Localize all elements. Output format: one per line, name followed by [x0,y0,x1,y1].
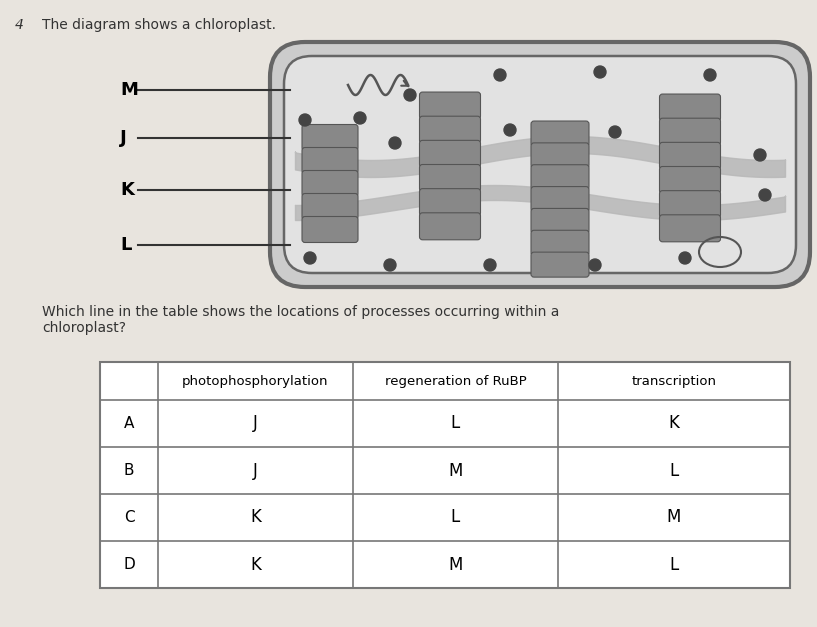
FancyBboxPatch shape [419,213,480,240]
FancyBboxPatch shape [531,252,589,277]
Circle shape [354,112,366,124]
Circle shape [484,259,496,271]
Circle shape [679,252,691,264]
FancyBboxPatch shape [659,142,721,169]
Text: M: M [449,461,462,480]
Text: B: B [123,463,134,478]
Circle shape [304,252,316,264]
FancyBboxPatch shape [419,92,480,119]
Circle shape [704,69,716,81]
FancyBboxPatch shape [302,194,358,219]
Circle shape [404,89,416,101]
Circle shape [504,124,516,136]
Circle shape [589,259,601,271]
Text: C: C [123,510,134,525]
FancyBboxPatch shape [419,164,480,191]
FancyBboxPatch shape [302,125,358,150]
Circle shape [754,149,766,161]
Text: K: K [120,181,134,199]
Circle shape [494,69,506,81]
Text: M: M [667,508,681,527]
Text: regeneration of RuBP: regeneration of RuBP [385,374,526,387]
Text: L: L [669,556,679,574]
Text: photophosphorylation: photophosphorylation [182,374,328,387]
FancyBboxPatch shape [531,208,589,233]
FancyBboxPatch shape [419,116,480,143]
FancyBboxPatch shape [302,147,358,174]
FancyBboxPatch shape [270,42,810,287]
Text: L: L [451,414,460,433]
FancyBboxPatch shape [531,230,589,255]
Circle shape [594,66,606,78]
Circle shape [389,137,401,149]
Text: K: K [668,414,680,433]
Text: J: J [253,414,258,433]
Text: The diagram shows a chloroplast.: The diagram shows a chloroplast. [42,18,276,32]
Text: J: J [253,461,258,480]
Text: 4: 4 [15,18,24,32]
Text: L: L [669,461,679,480]
Circle shape [384,259,396,271]
FancyBboxPatch shape [284,56,796,273]
FancyBboxPatch shape [659,119,721,145]
FancyBboxPatch shape [531,121,589,146]
FancyBboxPatch shape [659,167,721,194]
Text: K: K [250,556,261,574]
FancyBboxPatch shape [531,143,589,168]
FancyBboxPatch shape [419,140,480,167]
FancyBboxPatch shape [302,216,358,243]
Circle shape [759,189,771,201]
Text: K: K [250,508,261,527]
Text: D: D [123,557,135,572]
Circle shape [609,126,621,138]
FancyBboxPatch shape [659,94,721,121]
FancyBboxPatch shape [531,165,589,190]
Text: A: A [124,416,134,431]
Circle shape [299,114,311,126]
Text: M: M [120,81,138,99]
FancyBboxPatch shape [659,215,721,242]
Text: Which line in the table shows the locations of processes occurring within a
chlo: Which line in the table shows the locati… [42,305,560,335]
Text: L: L [451,508,460,527]
FancyBboxPatch shape [302,171,358,196]
FancyBboxPatch shape [100,362,790,588]
FancyBboxPatch shape [419,189,480,216]
Text: J: J [120,129,127,147]
FancyBboxPatch shape [531,187,589,211]
Text: L: L [120,236,132,254]
Text: M: M [449,556,462,574]
Text: transcription: transcription [632,374,717,387]
FancyBboxPatch shape [659,191,721,218]
